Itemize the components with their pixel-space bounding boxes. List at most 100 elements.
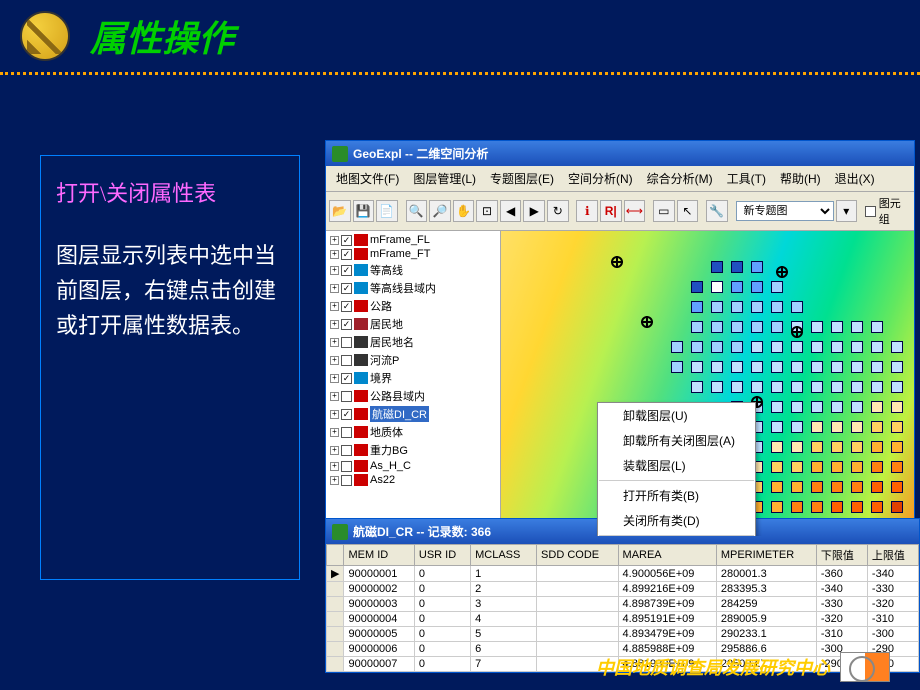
map-cell[interactable] xyxy=(891,361,903,373)
table-cell[interactable]: 290233.1 xyxy=(716,627,816,642)
map-cell[interactable] xyxy=(771,381,783,393)
table-cell[interactable]: 90000004 xyxy=(344,612,414,627)
table-cell[interactable]: 0 xyxy=(414,597,470,612)
table-cell[interactable]: -330 xyxy=(816,597,867,612)
expand-icon[interactable]: + xyxy=(330,356,339,365)
map-cell[interactable] xyxy=(891,501,903,513)
expand-icon[interactable]: + xyxy=(330,320,339,329)
menu-item[interactable]: 退出(X) xyxy=(829,168,881,189)
map-cell[interactable] xyxy=(871,381,883,393)
map-cell[interactable] xyxy=(731,321,743,333)
table-cell[interactable]: 289005.9 xyxy=(716,612,816,627)
map-cell[interactable] xyxy=(671,341,683,353)
menu-item[interactable]: 专题图层(E) xyxy=(484,168,560,189)
table-cell[interactable]: -310 xyxy=(816,627,867,642)
table-cell[interactable] xyxy=(537,566,618,582)
column-header[interactable]: USR ID xyxy=(414,545,470,566)
table-cell[interactable]: 90000001 xyxy=(344,566,414,582)
layer-checkbox[interactable] xyxy=(341,249,352,260)
map-cell[interactable] xyxy=(871,461,883,473)
map-cell[interactable] xyxy=(751,301,763,313)
table-cell[interactable]: 283395.3 xyxy=(716,582,816,597)
layer-checkbox[interactable] xyxy=(341,475,352,486)
table-cell[interactable]: -330 xyxy=(867,582,918,597)
map-cell[interactable] xyxy=(831,501,843,513)
layer-row[interactable]: +地质体 xyxy=(328,423,498,441)
context-menu-item[interactable]: 卸载图层(U) xyxy=(598,403,755,428)
refresh-icon[interactable]: ↻ xyxy=(547,200,569,222)
map-cell[interactable] xyxy=(771,461,783,473)
table-cell[interactable]: 4.893479E+09 xyxy=(618,627,716,642)
zoom-in-icon[interactable]: 🔍 xyxy=(406,200,428,222)
table-cell[interactable]: 0 xyxy=(414,582,470,597)
table-cell[interactable]: 4.899216E+09 xyxy=(618,582,716,597)
expand-icon[interactable]: + xyxy=(330,374,339,383)
column-header[interactable]: 上限值 xyxy=(867,545,918,566)
map-cell[interactable] xyxy=(891,381,903,393)
expand-icon[interactable]: + xyxy=(330,302,339,311)
map-cell[interactable] xyxy=(791,401,803,413)
map-cell[interactable] xyxy=(791,461,803,473)
map-cell[interactable] xyxy=(771,361,783,373)
map-cell[interactable] xyxy=(791,501,803,513)
menu-item[interactable]: 工具(T) xyxy=(721,168,772,189)
map-cell[interactable] xyxy=(711,381,723,393)
map-cell[interactable] xyxy=(871,401,883,413)
map-cell[interactable] xyxy=(811,461,823,473)
column-header[interactable]: SDD CODE xyxy=(537,545,618,566)
map-cell[interactable] xyxy=(871,341,883,353)
table-cell[interactable]: 90000007 xyxy=(344,657,414,672)
map-cell[interactable] xyxy=(891,421,903,433)
map-cell[interactable] xyxy=(691,301,703,313)
row-selector[interactable] xyxy=(327,657,344,672)
column-header[interactable]: MAREA xyxy=(618,545,716,566)
map-cell[interactable] xyxy=(791,421,803,433)
column-header[interactable]: MCLASS xyxy=(471,545,537,566)
layer-checkbox[interactable] xyxy=(341,427,352,438)
map-cell[interactable] xyxy=(711,281,723,293)
prev-icon[interactable]: ◀ xyxy=(500,200,522,222)
map-cell[interactable] xyxy=(831,401,843,413)
map-cell[interactable] xyxy=(751,341,763,353)
theme-dropdown-icon[interactable]: ▾ xyxy=(836,200,858,222)
table-cell[interactable]: 0 xyxy=(414,642,470,657)
layer-row[interactable]: +mFrame_FL xyxy=(328,233,498,247)
table-cell[interactable]: -300 xyxy=(867,627,918,642)
map-cell[interactable] xyxy=(831,381,843,393)
layer-checkbox[interactable] xyxy=(341,301,352,312)
measure-icon[interactable]: ⟷ xyxy=(624,200,646,222)
table-row[interactable]: 90000005054.893479E+09290233.1-310-300 xyxy=(327,627,919,642)
table-cell[interactable]: -340 xyxy=(816,582,867,597)
map-cell[interactable] xyxy=(831,321,843,333)
map-cell[interactable] xyxy=(731,301,743,313)
layer-checkbox[interactable] xyxy=(341,461,352,472)
map-cell[interactable] xyxy=(811,381,823,393)
map-cell[interactable] xyxy=(871,361,883,373)
map-cell[interactable] xyxy=(811,441,823,453)
map-marker-icon[interactable] xyxy=(641,316,653,328)
map-cell[interactable] xyxy=(711,261,723,273)
menu-item[interactable]: 帮助(H) xyxy=(774,168,827,189)
map-cell[interactable] xyxy=(851,381,863,393)
table-cell[interactable]: -340 xyxy=(867,566,918,582)
map-cell[interactable] xyxy=(771,441,783,453)
menu-item[interactable]: 图层管理(L) xyxy=(407,168,482,189)
save-icon[interactable]: 💾 xyxy=(353,200,375,222)
table-row[interactable]: 90000003034.898739E+09284259-330-320 xyxy=(327,597,919,612)
map-cell[interactable] xyxy=(691,281,703,293)
map-cell[interactable] xyxy=(691,361,703,373)
map-cell[interactable] xyxy=(751,381,763,393)
map-cell[interactable] xyxy=(751,361,763,373)
map-cell[interactable] xyxy=(811,361,823,373)
map-cell[interactable] xyxy=(711,301,723,313)
menu-item[interactable]: 地图文件(F) xyxy=(330,168,405,189)
map-cell[interactable] xyxy=(851,501,863,513)
map-cell[interactable] xyxy=(871,481,883,493)
layer-checkbox[interactable] xyxy=(341,337,352,348)
map-cell[interactable] xyxy=(871,421,883,433)
table-cell[interactable]: 4.895191E+09 xyxy=(618,612,716,627)
expand-icon[interactable]: + xyxy=(330,428,339,437)
element-group-check[interactable]: 图元组 xyxy=(865,195,911,227)
map-cell[interactable] xyxy=(811,401,823,413)
table-cell[interactable] xyxy=(537,612,618,627)
